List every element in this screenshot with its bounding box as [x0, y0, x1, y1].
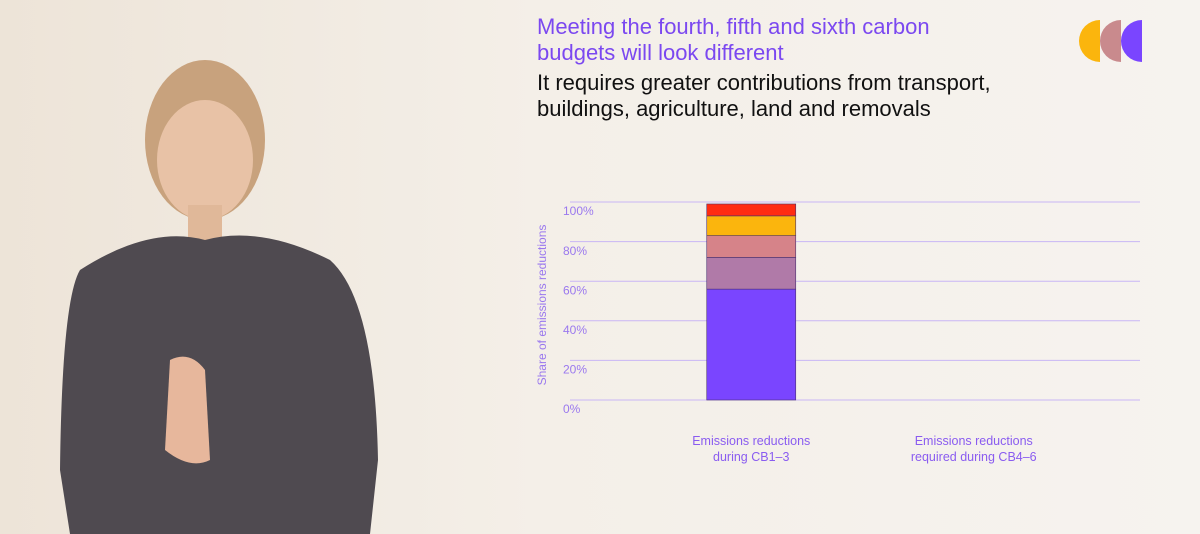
- y-tick-label: 20%: [563, 363, 587, 377]
- bar-segment: [706, 203, 797, 217]
- bar-segment: [706, 257, 797, 290]
- bar-segment: [706, 215, 797, 236]
- x-tick-label: Emissions reductions during CB1–3: [692, 434, 811, 464]
- logo: [1079, 20, 1142, 62]
- chart-title: Meeting the fourth, fifth and sixth carb…: [537, 14, 930, 65]
- x-tick-label: Emissions reductions required during CB4…: [910, 434, 1037, 464]
- y-tick-label: 100%: [563, 204, 594, 218]
- y-tick-label: 0%: [563, 402, 581, 416]
- y-tick-label: 80%: [563, 244, 587, 258]
- y-tick-label: 60%: [563, 283, 587, 297]
- y-tick-label: 40%: [563, 323, 587, 337]
- chart-subtitle: It requires greater contributions from t…: [537, 70, 991, 121]
- bar-segment: [706, 288, 797, 401]
- bar-segment: [706, 235, 797, 258]
- presenter: [60, 60, 378, 534]
- y-axis-label: Share of emissions reductions: [535, 224, 549, 386]
